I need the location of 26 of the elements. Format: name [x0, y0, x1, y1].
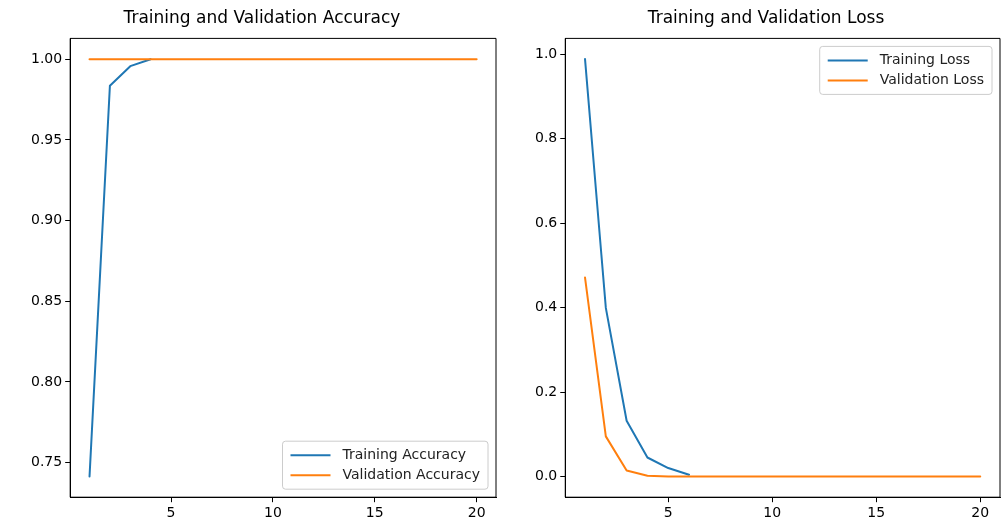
- chart-title: Training and Validation Accuracy: [122, 6, 401, 27]
- legend-label: Training Accuracy: [341, 445, 467, 462]
- y-tick-label: 0.8: [535, 129, 558, 146]
- legend-label: Training Loss: [878, 51, 971, 68]
- y-tick-label: 0.2: [535, 382, 558, 399]
- legend-label: Validation Accuracy: [342, 465, 480, 482]
- y-tick-label: 0.80: [31, 372, 63, 389]
- y-tick-label: 0.95: [31, 130, 63, 147]
- legend-label: Validation Loss: [879, 71, 985, 88]
- x-tick-label: 20: [467, 504, 486, 521]
- y-tick-label: 0.85: [31, 291, 63, 308]
- x-tick-label: 10: [263, 504, 282, 521]
- y-tick-label: 0.6: [535, 213, 558, 230]
- chart-title: Training and Validation Loss: [646, 6, 885, 27]
- y-tick-label: 0.4: [535, 298, 558, 315]
- x-tick-label: 20: [971, 504, 990, 521]
- x-tick-label: 10: [763, 504, 782, 521]
- x-tick-label: 5: [166, 504, 176, 521]
- y-tick-label: 0.75: [31, 453, 63, 470]
- x-tick-label: 5: [663, 504, 673, 521]
- x-tick-label: 15: [867, 504, 886, 521]
- x-tick-label: 15: [365, 504, 384, 521]
- y-tick-label: 1.00: [31, 49, 63, 66]
- y-tick-label: 0.0: [535, 467, 558, 484]
- y-tick-label: 0.90: [31, 211, 63, 228]
- y-tick-label: 1.0: [535, 44, 558, 61]
